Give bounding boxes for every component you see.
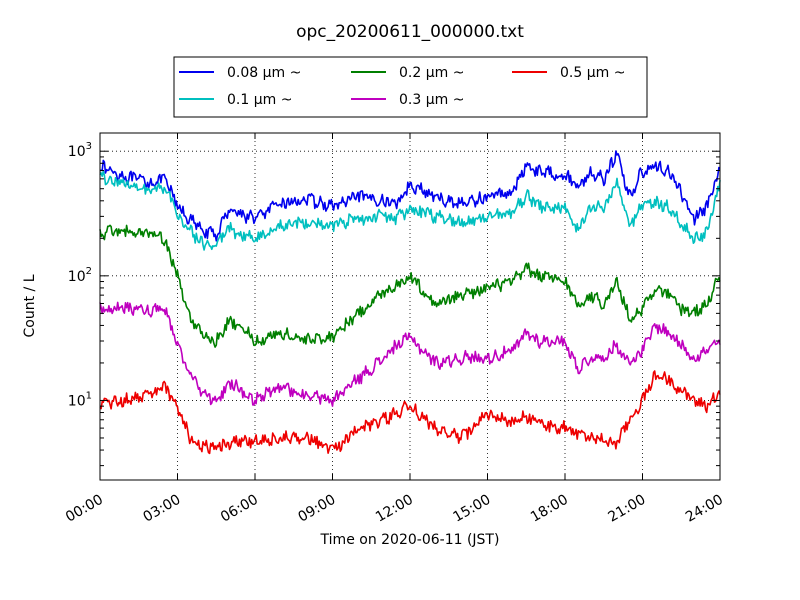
- y-tick-label: 102: [68, 266, 92, 285]
- legend: 0.08 μm ~ 0.1 μm ~ 0.2 μm ~ 0.3 μm ~ 0.5 μm …: [173, 56, 648, 118]
- x-tick-label: 00:00: [63, 492, 106, 526]
- x-tick-label: 09:00: [296, 492, 339, 526]
- y-axis-label: Count / L: [22, 274, 38, 337]
- legend-label: 0.1 μm ~: [227, 92, 292, 108]
- legend-label: 0.08 μm ~: [227, 65, 301, 81]
- legend-label: 0.2 μm ~: [399, 65, 464, 81]
- x-tick-label: 03:00: [141, 492, 184, 526]
- x-tick-label: 18:00: [528, 492, 571, 526]
- series-group: [99, 150, 721, 455]
- series-line: [99, 150, 721, 242]
- y-tick-label: 103: [68, 141, 92, 160]
- x-tick-label: 21:00: [606, 492, 649, 526]
- series-line: [99, 224, 721, 348]
- x-tick-label: 12:00: [373, 492, 416, 526]
- series-line: [99, 170, 721, 251]
- x-axis-label: Time on 2020-06-11 (JST): [320, 532, 500, 548]
- y-tick-label: 101: [68, 390, 92, 409]
- chart-title: opc_20200611_000000.txt: [296, 22, 524, 42]
- legend-box: [173, 56, 648, 118]
- x-tick-label: 06:00: [218, 492, 261, 526]
- legend-label: 0.5 μm ~: [560, 65, 625, 81]
- series-line: [99, 301, 721, 407]
- x-tick-label: 24:00: [683, 492, 726, 526]
- series-line: [99, 370, 721, 455]
- x-tick-label: 15:00: [451, 492, 494, 526]
- legend-label: 0.3 μm ~: [399, 92, 464, 108]
